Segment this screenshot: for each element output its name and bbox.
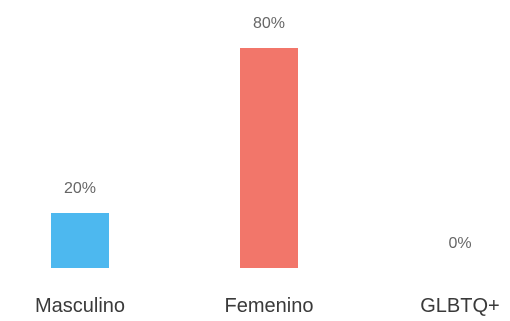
category-label-glbtq: GLBTQ+ [420, 295, 499, 317]
value-label-masculino: 20% [64, 180, 96, 197]
bars-group [51, 48, 298, 268]
bar-masculino [51, 213, 109, 268]
value-label-glbtq: 0% [448, 235, 471, 252]
bar-femenino [240, 48, 298, 268]
value-label-femenino: 80% [253, 15, 285, 32]
category-label-masculino: Masculino [35, 295, 125, 317]
value-labels-group: 20% 80% 0% [64, 15, 472, 252]
category-label-femenino: Femenino [225, 295, 314, 317]
category-labels-group: Masculino Femenino GLBTQ+ [35, 295, 500, 317]
